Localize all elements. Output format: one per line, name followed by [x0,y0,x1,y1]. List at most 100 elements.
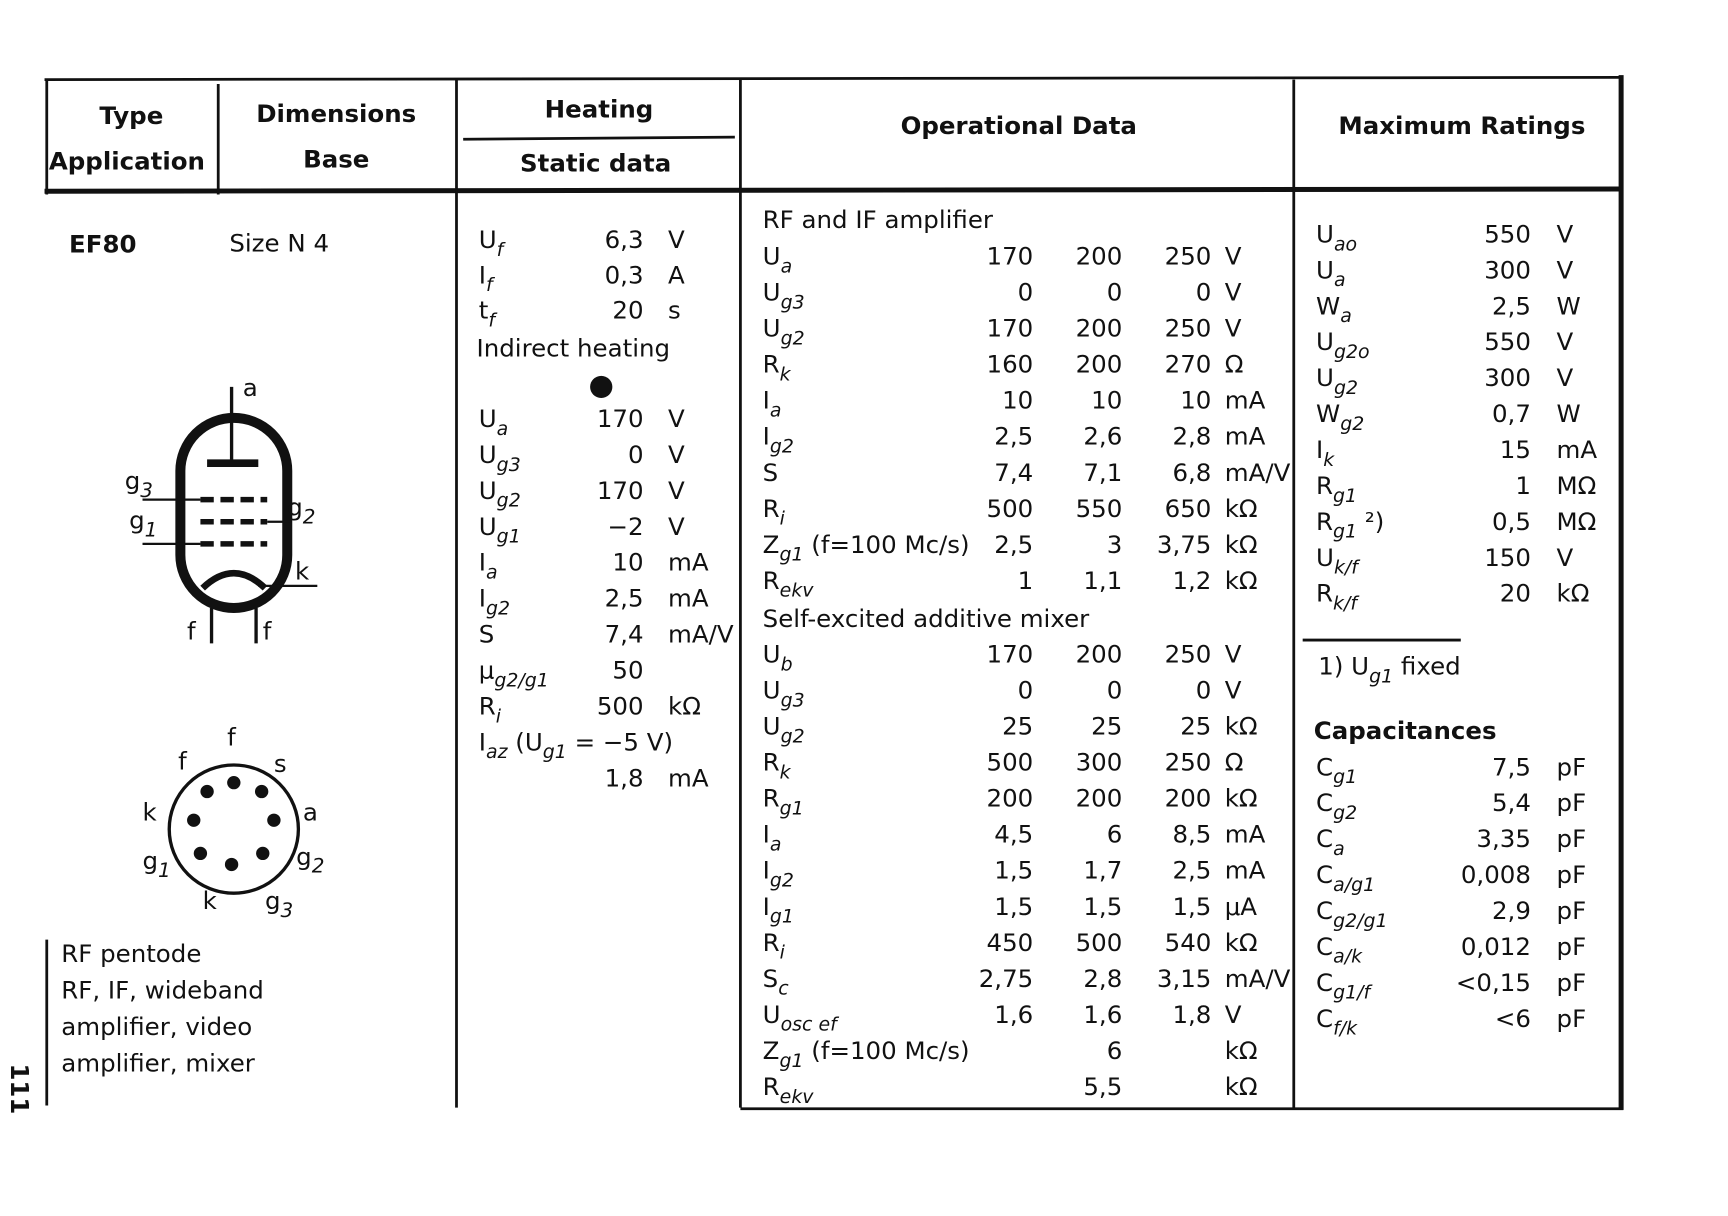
symbol-part: R [479,692,496,721]
unit: kΩ [1225,494,1258,523]
symbol-part: R [763,784,780,813]
value: 1,7 [1083,856,1122,885]
pin [227,776,241,790]
unit: V [1225,640,1242,669]
value: 50 [612,656,643,685]
value: 7,5 [1492,752,1531,781]
symbol-part: U [763,314,781,343]
symbol-part: I [763,820,770,849]
subscript: g1 [779,543,803,565]
unit: mA/V [1225,458,1291,487]
section-title: Self-excited additive mixer [763,604,1091,633]
symbol: Ri [763,494,786,529]
value: 250 [1165,314,1212,343]
subscript: 1 [145,517,158,541]
subscript: 3 [281,897,294,921]
subscript: k [780,761,792,783]
value: 2,5 [1492,291,1531,320]
symbol-part: I [763,386,770,415]
symbol-part: R [1316,471,1333,500]
subscript: k [780,363,792,385]
symbol-part: 1) U [1318,652,1369,681]
unit: kΩ [1225,566,1258,595]
unit: mA [668,763,709,792]
symbol-part: U [1316,255,1334,284]
symbol: Ri [763,928,786,963]
page-number: 111 [5,1064,34,1115]
subscript: 1 [158,858,171,882]
symbol-part: U [1316,363,1334,392]
symbol: Cg1/f [1316,968,1374,1003]
value: 550 [1484,220,1531,249]
value: 200 [1076,350,1123,379]
subscript: a/k [1333,945,1363,967]
symbol-part: C [1316,860,1333,889]
symbol-part: Z [763,1036,780,1065]
unit: pF [1557,896,1587,925]
symbol: g3 [265,886,293,921]
symbol: Rg1 [1316,471,1357,506]
value: 2,8 [1083,964,1122,993]
symbol-part: C [1316,896,1333,925]
symbol: f [227,723,237,752]
subscript: g1 [497,525,521,547]
subscript: ekv [780,579,815,601]
symbol: Uosc ef [763,1000,840,1035]
unit: kΩ [1225,712,1258,741]
symbol: Wg2 [1316,399,1364,434]
unit: pF [1557,932,1587,961]
rule [463,135,735,141]
value: 3 [1107,530,1123,559]
symbol-part: (f=100 Mc/s) [804,1036,970,1065]
value: 170 [987,640,1034,669]
value: 0,7 [1492,399,1531,428]
value: 500 [597,692,644,721]
symbol: tf [479,296,499,331]
rule [44,76,1622,81]
symbol: Rekv [763,566,815,601]
value: 270 [1165,350,1212,379]
unit: V [668,440,685,469]
symbol-part: k [143,798,158,827]
value: 2,6 [1083,422,1122,451]
symbol: Ug2 [1316,363,1358,398]
symbol: Rg1 ²) [1316,507,1384,542]
value: 2,75 [979,964,1034,993]
symbol: Sc [763,964,790,999]
unit: V [1225,278,1242,307]
symbol: Rk/f [1316,579,1360,614]
value: 2,5 [1172,856,1211,885]
subscript: g2 [1334,377,1358,399]
unit: V [1225,242,1242,271]
description-line: amplifier, mixer [61,1049,256,1078]
value: 2,5 [994,422,1033,451]
subscript: g2 [770,869,794,891]
value: 10 [612,548,643,577]
symbol-part: k [203,886,218,915]
value: 6 [1107,1036,1123,1065]
value: <0,15 [1456,968,1531,997]
description-line: amplifier, video [61,1012,252,1041]
unit: V [668,225,685,254]
subscript: b [781,653,793,675]
symbol-part: R [763,748,780,777]
symbol-part: (f=100 Mc/s) [804,530,970,559]
unit: V [1557,363,1574,392]
description-line: RF, IF, wideband [61,976,264,1005]
unit: kΩ [1225,1072,1258,1101]
value: 200 [1165,784,1212,813]
symbol: Cg1 [1316,752,1357,787]
symbol-part: I [1316,435,1323,464]
value: −2 [607,512,643,541]
value: 20 [1500,579,1531,608]
value: 550 [1076,494,1123,523]
unit: V [1557,327,1574,356]
subscript: g2 [1340,412,1364,434]
symbol: Rekv [763,1072,815,1107]
symbol-part: C [1316,752,1333,781]
value: 25 [1091,712,1122,741]
subscript: g1/f [1333,981,1373,1003]
value: 170 [987,242,1034,271]
symbol-part: a [243,373,258,402]
